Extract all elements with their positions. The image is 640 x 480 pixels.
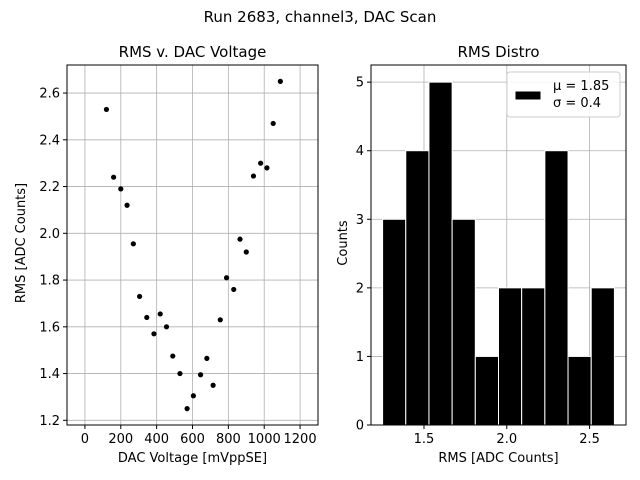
scatter-point (130, 241, 136, 247)
scatter-point (151, 331, 157, 337)
scatter-x-tick-label: 0 (81, 432, 89, 447)
histogram-bar (498, 287, 523, 426)
histogram-y-tick-label: 1 (356, 350, 364, 365)
scatter-point (103, 106, 110, 113)
scatter-x-tick-label: 1200 (284, 432, 317, 447)
histogram-title: RMS Distro (457, 43, 539, 61)
scatter-point (170, 353, 176, 359)
scatter-axes-frame (66, 64, 319, 426)
figure-suptitle: Run 2683, channel3, DAC Scan (204, 8, 437, 26)
histogram-bar (474, 355, 499, 426)
legend-frame (506, 71, 621, 118)
histogram-bar (428, 81, 453, 426)
scatter-point (157, 311, 163, 317)
scatter-y-tick-label: 1.2 (39, 414, 60, 429)
scatter-point (237, 236, 243, 242)
scatter-x-tick-label: 600 (180, 432, 205, 447)
scatter-y-tick-label: 2.2 (39, 180, 60, 195)
scatter-points (103, 78, 283, 412)
scatter-point (223, 275, 230, 281)
histogram-y-tick-label: 2 (356, 281, 364, 296)
scatter-x-tick-label: 800 (216, 432, 241, 447)
scatter-point (144, 314, 150, 321)
histogram-bar (567, 355, 592, 426)
scatter-point (137, 293, 143, 300)
scatter-point (124, 202, 130, 208)
scatter-x-tick-label: 1000 (248, 432, 281, 447)
scatter-point (258, 160, 264, 166)
scatter-grid (67, 65, 318, 425)
scatter-point (204, 355, 210, 361)
histogram-y-tick-label: 0 (356, 419, 364, 434)
histogram-x-axis-label: RMS [ADC Counts] (438, 451, 558, 466)
scatter-point (243, 249, 249, 255)
scatter-point (264, 165, 270, 171)
scatter-point (231, 286, 237, 293)
scatter-title: RMS v. DAC Voltage (119, 43, 267, 61)
histogram-bar (382, 218, 407, 426)
scatter-y-tick-label: 1.8 (39, 274, 60, 289)
scatter-point (111, 174, 117, 180)
histogram-x-tick-label: 1.5 (414, 432, 435, 447)
histogram-y-tick-label: 3 (356, 213, 364, 228)
scatter-y-tick-label: 2.6 (39, 87, 60, 102)
histogram-bar (590, 287, 615, 426)
histogram-legend: μ = 1.85 σ = 0.4 (506, 71, 621, 118)
scatter-panel: RMS v. DAC Voltage DAC Voltage [mVppSE] … (14, 43, 319, 466)
scatter-point (190, 393, 196, 399)
histogram-axes-frame (370, 64, 627, 426)
scatter-x-tick-label: 200 (108, 432, 133, 447)
scatter-y-tick-label: 1.6 (39, 320, 60, 335)
histogram-panel: RMS Distro RMS [ADC Counts] Counts 1.5 2.… (336, 43, 627, 466)
legend-entry: μ = 1.85 (553, 79, 609, 94)
scatter-point (118, 186, 124, 192)
scatter-point (217, 317, 223, 323)
scatter-point (184, 406, 190, 412)
scatter-y-tick-label: 1.4 (39, 367, 60, 382)
histogram-y-axis-label: Counts (336, 220, 351, 266)
scatter-point (270, 120, 276, 127)
scatter-point (277, 78, 283, 84)
histogram-x-tick-label: 2.0 (496, 432, 517, 447)
histogram-bar (521, 287, 546, 426)
legend-swatch (514, 90, 542, 101)
scatter-y-tick-label: 2.0 (39, 227, 60, 242)
scatter-y-axis-label: RMS [ADC Counts] (14, 183, 29, 303)
scatter-y-tick-label: 2.4 (39, 133, 60, 148)
histogram-y-tick-label: 5 (356, 76, 364, 91)
scatter-point (163, 324, 170, 330)
legend-entry: σ = 0.4 (553, 96, 601, 111)
histogram-bar (451, 218, 476, 426)
scatter-point (210, 382, 216, 388)
scatter-x-axis-label: DAC Voltage [mVppSE] (118, 451, 267, 466)
scatter-point (197, 372, 204, 378)
histogram-bar (405, 150, 430, 426)
histogram-x-tick-label: 2.5 (579, 432, 600, 447)
scatter-point (177, 370, 183, 377)
histogram-bars (382, 81, 615, 426)
histogram-bar (544, 150, 569, 426)
scatter-point (250, 173, 257, 179)
histogram-y-tick-label: 4 (356, 144, 364, 159)
scatter-x-tick-label: 400 (144, 432, 169, 447)
